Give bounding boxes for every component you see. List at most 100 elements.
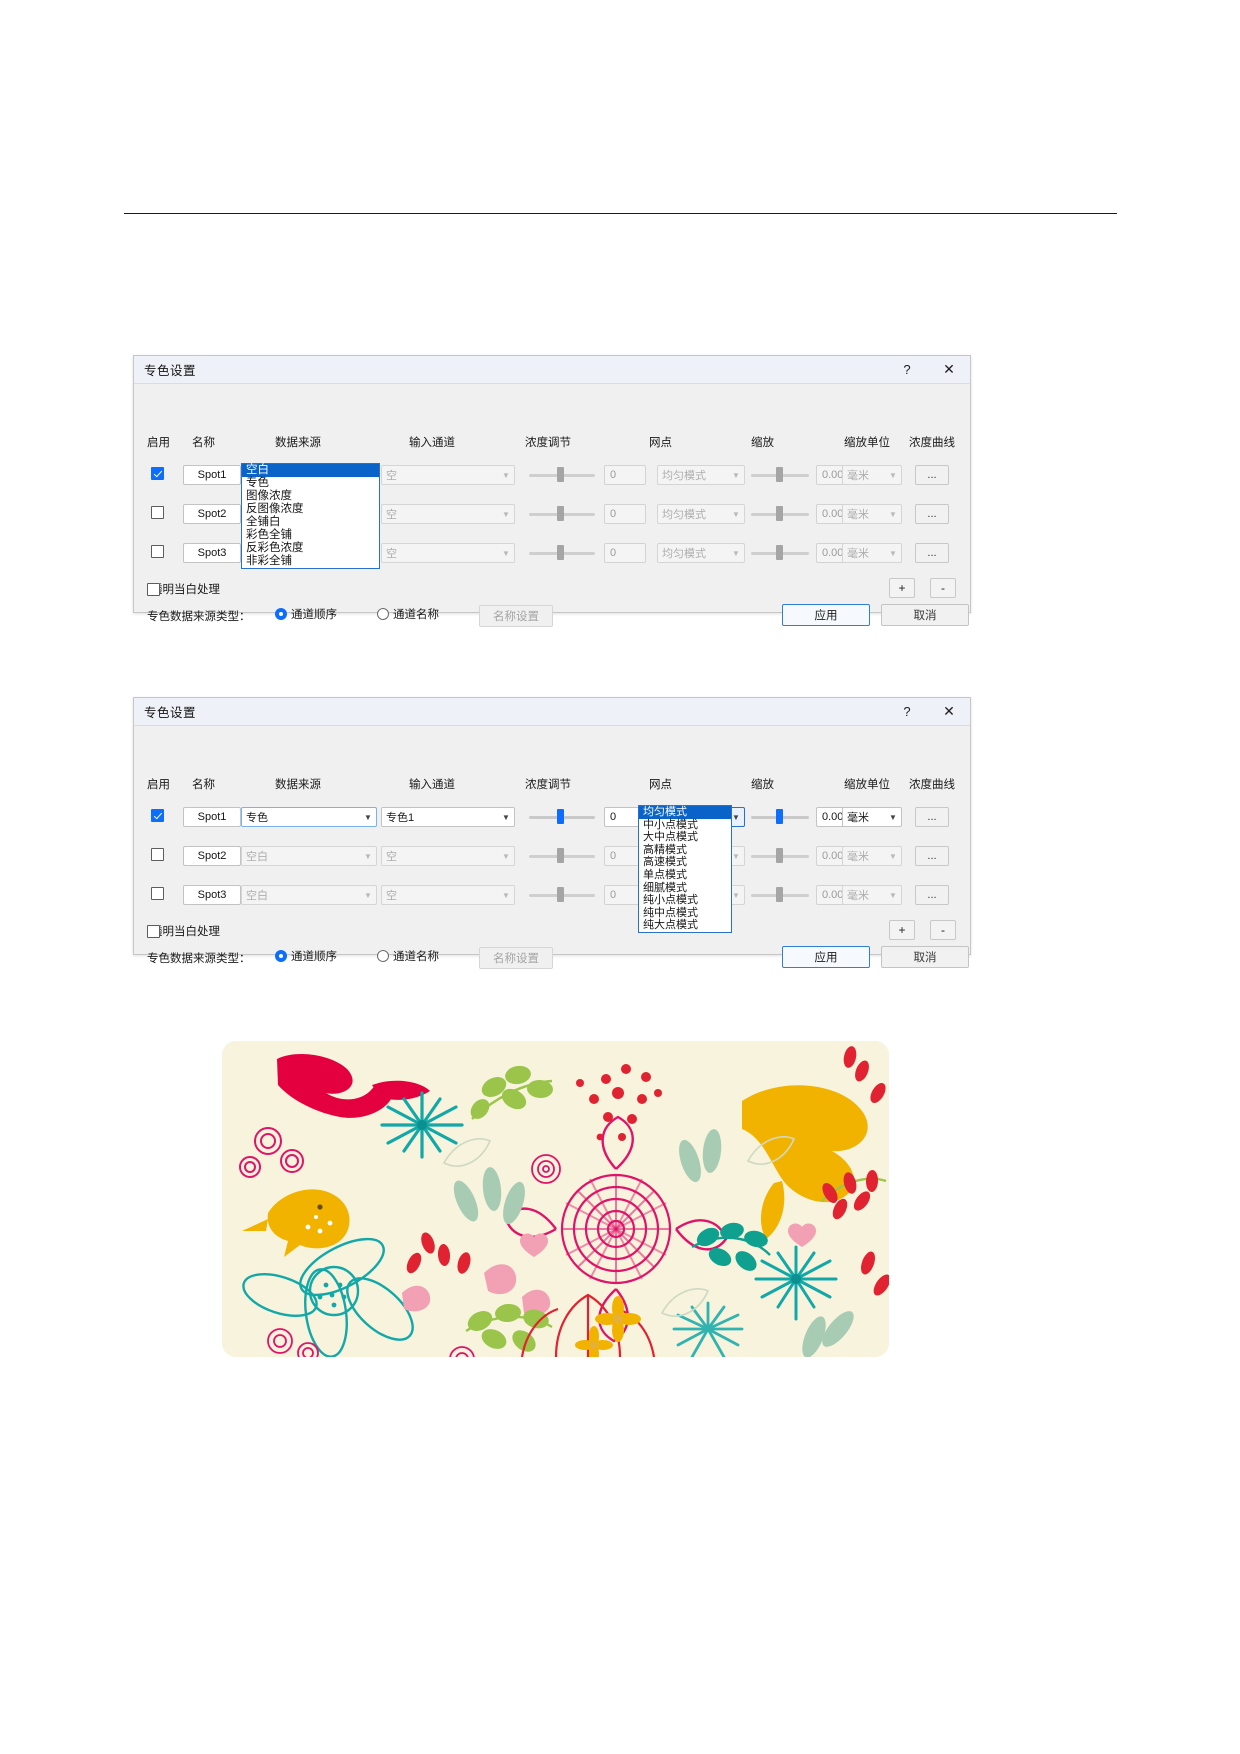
- slider-thumb[interactable]: [776, 809, 783, 824]
- row-density-value[interactable]: 0: [604, 543, 646, 563]
- row-name-field[interactable]: Spot2: [183, 846, 241, 866]
- row-unit-combo[interactable]: 毫米 ▼: [842, 543, 902, 563]
- dropdown-option[interactable]: 非彩全铺: [246, 555, 292, 567]
- row-density-value[interactable]: 0: [604, 885, 646, 905]
- screen-dropdown-popup[interactable]: 均匀模式 中小点模式 大中点模式 高精模式 高速模式 单点模式 细腻模式 纯小点…: [638, 805, 732, 933]
- help-icon[interactable]: ?: [903, 704, 911, 719]
- row-curve-button[interactable]: ...: [915, 846, 949, 866]
- row-channel-combo[interactable]: 空 ▼: [381, 465, 515, 485]
- slider-thumb[interactable]: [776, 545, 783, 560]
- row-source-combo[interactable]: 专色 ▼: [241, 807, 377, 827]
- slider-thumb[interactable]: [776, 848, 783, 863]
- row-scale-slider[interactable]: [751, 543, 809, 563]
- row-density-value[interactable]: 0: [604, 807, 646, 827]
- row-screen-combo[interactable]: 均匀模式 ▼: [657, 543, 745, 563]
- transparent-as-white-row[interactable]: 透明当白处理: [147, 581, 220, 597]
- row-channel-combo[interactable]: 空 ▼: [381, 504, 515, 524]
- dropdown-option[interactable]: 全铺白: [246, 516, 281, 528]
- dropdown-option[interactable]: 专色: [246, 477, 269, 489]
- row-name-field[interactable]: Spot2: [183, 504, 241, 524]
- row-enable-checkbox[interactable]: [151, 506, 164, 519]
- row-enable-checkbox[interactable]: [151, 848, 164, 861]
- slider-thumb[interactable]: [557, 506, 564, 521]
- remove-row-button[interactable]: -: [930, 920, 956, 940]
- dropdown-option[interactable]: 反图像浓度: [246, 503, 304, 515]
- row-enable-checkbox[interactable]: [151, 887, 164, 900]
- cancel-button[interactable]: 取消: [881, 946, 969, 968]
- row-channel-combo[interactable]: 空 ▼: [381, 846, 515, 866]
- slider-thumb[interactable]: [776, 887, 783, 902]
- row-scale-slider[interactable]: [751, 846, 809, 866]
- slider-thumb[interactable]: [557, 467, 564, 482]
- row-unit-combo[interactable]: 毫米 ▼: [842, 504, 902, 524]
- row-curve-button[interactable]: ...: [915, 543, 949, 563]
- radio-channel-order[interactable]: 通道顺序: [275, 948, 337, 964]
- remove-row-button[interactable]: -: [930, 578, 956, 598]
- dropdown-option[interactable]: 反彩色浓度: [246, 542, 304, 554]
- help-icon[interactable]: ?: [903, 362, 911, 377]
- dropdown-option[interactable]: 单点模式: [643, 868, 687, 881]
- row-scale-slider[interactable]: [751, 465, 809, 485]
- row-screen-combo[interactable]: 均匀模式 ▼: [657, 465, 745, 485]
- transparent-as-white-row[interactable]: 透明当白处理: [147, 923, 220, 939]
- row-curve-button[interactable]: ...: [915, 465, 949, 485]
- row-curve-button[interactable]: ...: [915, 885, 949, 905]
- dropdown-option[interactable]: 大中点模式: [643, 831, 698, 844]
- radio-channel-name[interactable]: 通道名称: [377, 948, 439, 964]
- row-enable-checkbox[interactable]: [151, 545, 164, 558]
- transparent-as-white-checkbox[interactable]: [147, 924, 160, 938]
- dropdown-option[interactable]: 中小点模式: [643, 818, 698, 831]
- close-icon[interactable]: ✕: [943, 361, 955, 377]
- row-density-slider[interactable]: [529, 846, 595, 866]
- slider-thumb[interactable]: [776, 506, 783, 521]
- row-scale-slider[interactable]: [751, 504, 809, 524]
- cancel-button[interactable]: 取消: [881, 604, 969, 626]
- row-unit-combo[interactable]: 毫米 ▼: [842, 807, 902, 827]
- radio-channel-name[interactable]: 通道名称: [377, 606, 439, 622]
- row-name-field[interactable]: Spot3: [183, 885, 241, 905]
- slider-thumb[interactable]: [557, 848, 564, 863]
- row-density-slider[interactable]: [529, 465, 595, 485]
- row-enable-checkbox[interactable]: [151, 467, 164, 480]
- row-source-combo[interactable]: 空白 ▼: [241, 846, 377, 866]
- row-density-value[interactable]: 0: [604, 504, 646, 524]
- name-settings-button[interactable]: 名称设置: [479, 947, 553, 969]
- close-icon[interactable]: ✕: [943, 703, 955, 719]
- row-enable-checkbox[interactable]: [151, 809, 164, 822]
- row-density-slider[interactable]: [529, 885, 595, 905]
- slider-thumb[interactable]: [776, 467, 783, 482]
- dropdown-option[interactable]: 均匀模式: [639, 806, 731, 819]
- dropdown-option[interactable]: 纯中点模式: [643, 906, 698, 919]
- add-row-button[interactable]: +: [889, 920, 915, 940]
- apply-button[interactable]: 应用: [782, 946, 870, 968]
- slider-thumb[interactable]: [557, 887, 564, 902]
- row-screen-combo[interactable]: 均匀模式 ▼: [657, 504, 745, 524]
- row-density-slider[interactable]: [529, 504, 595, 524]
- row-name-field[interactable]: Spot3: [183, 543, 241, 563]
- row-channel-combo[interactable]: 空 ▼: [381, 543, 515, 563]
- slider-thumb[interactable]: [557, 809, 564, 824]
- row-scale-slider[interactable]: [751, 885, 809, 905]
- row-name-field[interactable]: Spot1: [183, 465, 241, 485]
- apply-button[interactable]: 应用: [782, 604, 870, 626]
- dropdown-option[interactable]: 图像浓度: [246, 490, 292, 502]
- row-scale-slider[interactable]: [751, 807, 809, 827]
- source-dropdown-popup[interactable]: 空白 专色 图像浓度 反图像浓度 全铺白 彩色全铺 反彩色浓度 非彩全铺: [241, 463, 380, 569]
- dropdown-option[interactable]: 纯小点模式: [643, 894, 698, 907]
- radio-channel-order[interactable]: 通道顺序: [275, 606, 337, 622]
- row-channel-combo[interactable]: 专色1 ▼: [381, 807, 515, 827]
- row-curve-button[interactable]: ...: [915, 807, 949, 827]
- dropdown-option[interactable]: 高精模式: [643, 843, 687, 856]
- dropdown-option[interactable]: 细腻模式: [643, 881, 687, 894]
- row-density-slider[interactable]: [529, 543, 595, 563]
- transparent-as-white-checkbox[interactable]: [147, 582, 160, 596]
- slider-thumb[interactable]: [557, 545, 564, 560]
- row-source-combo[interactable]: 空白 ▼: [241, 885, 377, 905]
- dropdown-option[interactable]: 高速模式: [643, 856, 687, 869]
- dropdown-option[interactable]: 空白: [242, 464, 379, 477]
- row-curve-button[interactable]: ...: [915, 504, 949, 524]
- dropdown-option[interactable]: 纯大点模式: [643, 919, 698, 932]
- add-row-button[interactable]: +: [889, 578, 915, 598]
- row-unit-combo[interactable]: 毫米 ▼: [842, 846, 902, 866]
- row-density-value[interactable]: 0: [604, 465, 646, 485]
